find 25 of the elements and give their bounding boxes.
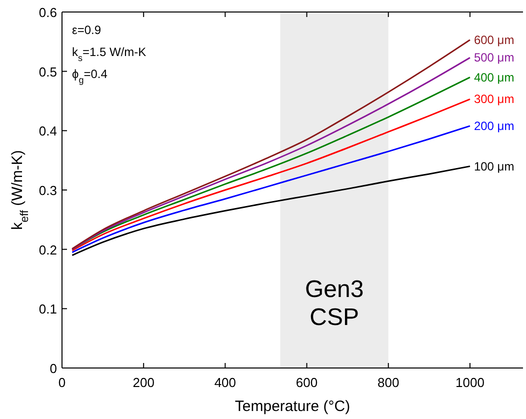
annotation: k$_{s}$=1.5 W/m-K	[72, 45, 146, 63]
band-label: Gen3 CSP	[304, 276, 364, 331]
x-tick-label: 600	[296, 375, 318, 390]
x-axis-title: Temperature (°C)	[234, 398, 350, 415]
line-series	[71, 125, 471, 254]
y-tick-label: 0.6	[38, 5, 57, 20]
x-tick-label: 400	[214, 375, 236, 390]
line-series	[71, 166, 471, 256]
series-label: 600 μm	[474, 32, 514, 47]
y-tick-label: 0.3	[38, 183, 57, 198]
y-tick-label: 0.4	[38, 124, 57, 139]
y-tick-label: 0	[50, 361, 57, 376]
series-label: 400 μm	[474, 70, 514, 84]
series-label: 500 μm	[474, 50, 514, 65]
x-tick-label: 800	[378, 375, 400, 390]
x-tick-label: 1000	[456, 375, 484, 390]
y-tick-label: 0.2	[38, 242, 57, 258]
series-label: 200 μm	[474, 118, 514, 133]
annotation: ϕ$_{g}$=0.4	[72, 67, 108, 85]
x-tick-label: 200	[132, 375, 154, 390]
y-tick-label: 0.1	[38, 302, 57, 317]
y-tick-label: 0.5	[38, 64, 57, 80]
series-label: 300 μm	[474, 92, 514, 106]
annotation: ε=0.9	[72, 23, 102, 37]
series-label: 100 μm	[474, 159, 514, 174]
